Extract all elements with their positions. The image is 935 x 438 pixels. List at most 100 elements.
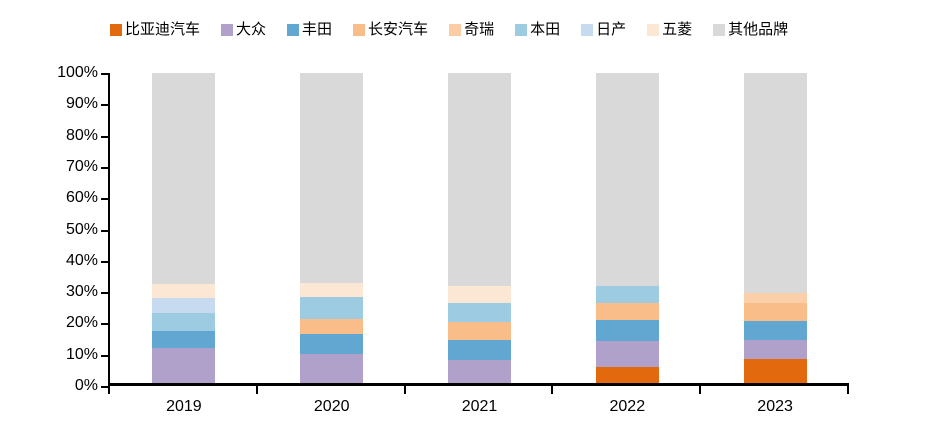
legend-swatch-icon (581, 24, 594, 36)
legend-item: 日产 (581, 20, 626, 40)
plot-area (108, 73, 849, 386)
bar-segment (743, 339, 807, 360)
bar-segment (743, 73, 807, 293)
legend-item: 本田 (515, 20, 560, 40)
x-axis-ticks (108, 386, 849, 394)
legend-item: 比亚迪汽车 (110, 20, 200, 40)
y-tick-label: 60% (65, 189, 98, 207)
y-tick-mark (101, 104, 110, 107)
y-tick-mark (101, 135, 110, 138)
x-tick-label: 2020 (313, 398, 350, 415)
y-tick-label: 80% (65, 126, 98, 144)
y-tick-label: 70% (65, 157, 98, 175)
legend-item: 大众 (221, 20, 266, 40)
legend-item: 五菱 (647, 20, 692, 40)
y-tick-mark (101, 260, 110, 263)
legend-item: 长安汽车 (353, 20, 428, 40)
y-tick-label: 40% (65, 251, 98, 269)
y-tick-mark (101, 229, 110, 232)
bar-segment (595, 73, 659, 287)
legend-label: 日产 (596, 22, 627, 38)
x-tick-label: 2019 (166, 398, 202, 415)
stacked-bar-2023 (743, 73, 807, 383)
bar-segment (448, 360, 511, 383)
bar-segment (595, 341, 659, 367)
legend-label: 丰田 (302, 22, 333, 38)
legend-item: 丰田 (287, 20, 332, 40)
legend-swatch-icon (713, 24, 726, 36)
legend-swatch-icon (221, 24, 234, 36)
bar-segment (595, 302, 659, 321)
legend-swatch-icon (449, 24, 462, 36)
x-tick-mark (699, 386, 702, 394)
bar-segment (448, 73, 511, 286)
bar-segment (152, 73, 216, 284)
legend-label: 五菱 (662, 22, 693, 38)
legend-item: 奇瑞 (449, 20, 494, 40)
bar-segment (743, 292, 807, 304)
legend-swatch-icon (647, 24, 660, 36)
x-tick-label: 2023 (757, 398, 793, 415)
bar-segment (595, 286, 659, 303)
bar-segment (300, 319, 364, 335)
x-tick-label: 2022 (609, 398, 646, 415)
x-tick-label: 2021 (461, 398, 498, 415)
y-tick-label: 20% (65, 314, 98, 332)
stacked-bar-2021 (448, 73, 511, 383)
legend-swatch-icon (353, 24, 366, 36)
bar-segment (743, 303, 807, 322)
bar-segment (300, 73, 364, 284)
y-axis-ticks (101, 73, 110, 389)
legend-swatch-icon (287, 24, 300, 36)
bar-segment (300, 283, 364, 298)
y-tick-mark (101, 354, 110, 357)
y-tick-mark (101, 166, 110, 169)
x-tick-mark (403, 386, 406, 394)
bar-segment (448, 339, 511, 361)
bar-segment (152, 330, 216, 349)
legend-swatch-icon (110, 24, 122, 36)
bar-segment (448, 285, 511, 304)
stacked-bar-2019 (152, 73, 216, 383)
bar-segment (152, 283, 216, 298)
y-tick-label: 100% (57, 64, 98, 81)
legend-label: 大众 (236, 22, 267, 38)
bar-segment (595, 320, 659, 342)
stacked-bar-2020 (300, 73, 364, 383)
bar-segment (300, 334, 364, 355)
y-tick-mark (101, 323, 110, 326)
bar-segment (743, 359, 807, 383)
bar-segment (152, 297, 216, 314)
legend-label: 比亚迪汽车 (125, 22, 201, 38)
legend-label: 其他品牌 (728, 22, 789, 38)
bar-segment (448, 322, 511, 340)
legend-swatch-icon (515, 24, 528, 36)
bar-segment (448, 303, 511, 323)
x-axis-labels: 2019 2020 2021 2022 2023 (110, 398, 849, 420)
bar-segment (300, 354, 364, 383)
bar-segment (300, 297, 364, 320)
bar-segment (743, 321, 807, 340)
x-tick-mark (551, 386, 554, 394)
stacked-bar-2022 (595, 73, 659, 383)
bar-segment (152, 348, 216, 383)
x-tick-mark (255, 386, 258, 394)
y-axis-labels: 100% 90% 80% 70% 60% 50% 40% 30% 20% 10% 0% (0, 64, 98, 394)
x-tick-mark (847, 386, 849, 394)
legend-label: 长安汽车 (368, 22, 429, 38)
chart-legend: 比亚迪汽车 大众 丰田 长安汽车 奇瑞 本田 日产 五菱 其他品牌 (110, 20, 809, 40)
y-tick-label: 50% (65, 220, 98, 238)
legend-label: 本田 (530, 22, 561, 38)
bar-segment (152, 313, 216, 331)
y-tick-label: 90% (65, 95, 98, 113)
bar-segment (595, 366, 659, 383)
x-tick-mark (108, 386, 110, 394)
y-tick-mark (101, 386, 110, 388)
y-tick-mark (101, 292, 110, 295)
y-tick-label: 0% (74, 377, 98, 394)
legend-item: 其他品牌 (713, 20, 788, 40)
y-tick-mark (101, 198, 110, 201)
bars-layer (110, 73, 849, 383)
legend-label: 奇瑞 (464, 22, 495, 38)
